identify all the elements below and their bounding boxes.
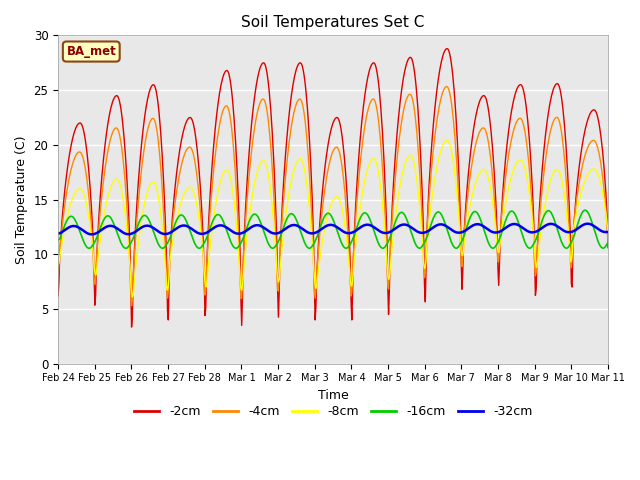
Line: -2cm: -2cm (58, 48, 608, 327)
-2cm (64, 160, 72, 166)
-4cm (207, 205, 214, 211)
Y-axis label: Soil Temperature (C): Soil Temperature (C) (15, 135, 28, 264)
-2cm (443, 46, 451, 51)
-2cm (121, 143, 129, 148)
-8cm (54, 262, 62, 267)
Line: -16cm: -16cm (58, 210, 608, 248)
Legend: -2cm, -4cm, -8cm, -16cm, -32cm: -2cm, -4cm, -8cm, -16cm, -32cm (129, 400, 538, 423)
-4cm (64, 181, 72, 187)
-32cm (401, 222, 408, 228)
-8cm (177, 199, 185, 204)
-2cm (177, 138, 185, 144)
-2cm (401, 69, 408, 74)
-4cm (401, 103, 408, 108)
-16cm (401, 212, 408, 218)
-8cm (207, 242, 214, 248)
-4cm (177, 163, 185, 168)
X-axis label: Time: Time (317, 389, 349, 402)
-8cm (604, 228, 612, 234)
-16cm (417, 245, 424, 251)
Line: -32cm: -32cm (58, 224, 608, 234)
-32cm (88, 231, 95, 237)
-16cm (122, 245, 129, 251)
-32cm (417, 230, 424, 236)
-4cm (54, 271, 62, 276)
Line: -8cm: -8cm (58, 140, 608, 297)
-2cm (207, 188, 214, 194)
-2cm (604, 245, 612, 251)
-4cm (604, 240, 612, 245)
-2cm (54, 293, 62, 299)
-8cm (121, 207, 129, 213)
-4cm (443, 84, 451, 89)
-32cm (584, 221, 591, 227)
-8cm (417, 216, 424, 221)
-4cm (417, 187, 424, 193)
-4cm (121, 174, 129, 180)
-8cm (129, 294, 136, 300)
-32cm (177, 223, 185, 229)
-32cm (604, 229, 612, 235)
Line: -4cm: -4cm (58, 86, 608, 306)
Text: BA_met: BA_met (67, 45, 116, 58)
-16cm (207, 225, 214, 230)
-16cm (85, 245, 93, 251)
-8cm (443, 137, 451, 143)
Title: Soil Temperatures Set C: Soil Temperatures Set C (241, 15, 425, 30)
-16cm (604, 240, 612, 246)
-8cm (64, 210, 72, 216)
-32cm (207, 228, 214, 233)
-8cm (401, 162, 408, 168)
-4cm (128, 303, 136, 309)
-32cm (64, 225, 72, 231)
-16cm (54, 237, 62, 243)
-32cm (54, 230, 62, 236)
-16cm (64, 216, 72, 221)
-2cm (417, 154, 424, 160)
-16cm (177, 212, 185, 218)
-32cm (122, 231, 129, 237)
-16cm (581, 207, 589, 213)
-2cm (128, 324, 136, 330)
